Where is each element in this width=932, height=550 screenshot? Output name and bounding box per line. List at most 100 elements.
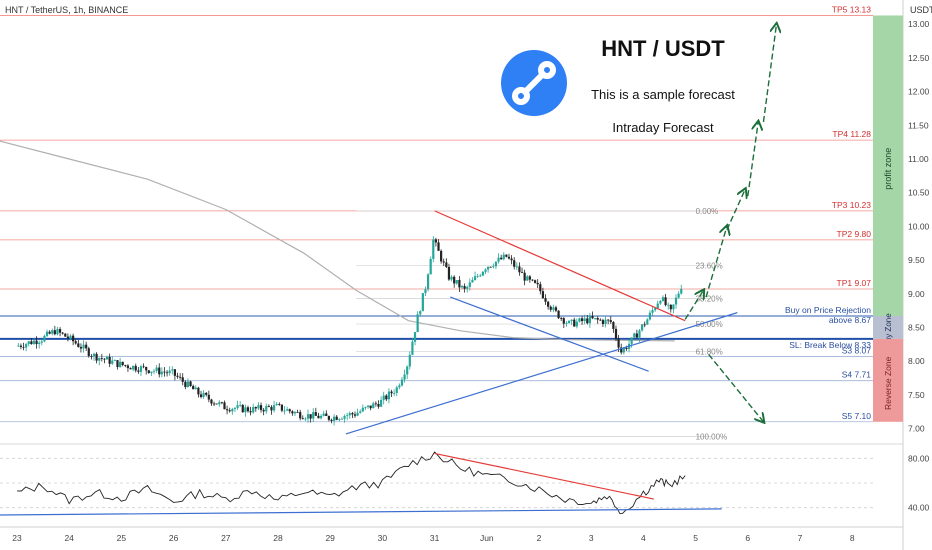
profit-zone-label: profit zone [883,148,893,190]
candle-body [291,411,294,414]
candle-body [116,360,119,368]
candle-body [609,320,612,323]
candle-body [192,385,195,390]
y-tick-label: 11.00 [908,154,929,164]
candle-body [72,335,75,342]
candle-body [30,341,33,345]
candle-body [43,335,46,342]
overlay-title: HNT / USDT [601,36,725,61]
candle-body [476,275,479,277]
candle-body [82,344,85,349]
candle-body [218,402,221,405]
candle-body [505,254,508,257]
candle-body [656,303,659,309]
support-level-label: S4 7.71 [842,370,872,380]
candle-body [442,261,445,263]
candle-body [651,310,654,313]
target-level-label: TP1 9.07 [837,278,872,288]
candle-body [259,405,263,410]
candle-body [262,409,265,412]
candle-body [223,402,226,410]
candle-body [152,370,156,372]
candle-body [343,416,346,419]
moving-average-line [0,140,675,342]
candle-body [565,322,568,324]
candle-body [79,346,83,349]
candle-body [280,404,284,411]
candle-body [205,392,208,395]
axes: 13.00 12.50 12.00 11.50 11.00 10.50 10.00 9.50 9… [12,19,929,543]
candle-body [570,319,573,322]
candle-body [246,407,250,412]
candle-body [22,346,25,348]
candle-body [599,319,602,321]
candle-body [319,415,323,419]
candle-body [244,407,247,413]
candle-body [400,379,404,386]
overlay-note: Intraday Forecast [612,120,714,135]
fib-level-label: 23.60% [696,261,723,270]
x-tick-label: 8 [850,533,855,543]
candle-body [111,360,114,364]
candle-body [453,276,456,284]
candle-body [406,366,409,375]
candle-body [312,412,315,419]
candle-body [680,288,683,294]
candle-body [374,403,377,405]
candle-body [45,331,49,336]
candle-body [85,344,88,349]
candle-body [669,304,672,310]
candle-body [179,376,182,378]
x-tick-label: 30 [378,533,388,543]
x-tick-label: 26 [169,533,179,543]
candle-body [38,342,41,345]
candle-body [270,406,273,411]
candle-body [552,307,555,310]
x-tick-label: 2 [537,533,542,543]
target-level-label: TP5 13.13 [832,4,871,14]
fib-level-label: 100.00% [696,433,728,442]
candle-body [575,321,578,327]
candle-body [533,280,537,283]
candle-body [346,415,349,417]
candle-body [176,375,179,377]
target-level-label: TP2 9.80 [837,229,872,239]
candle-body [338,419,341,420]
reverse-zone-label: Reverse Zone [883,356,893,410]
candle-body [492,266,495,268]
fib-level-label: 61.80% [696,348,723,357]
candle-body [573,319,576,327]
candle-body [661,297,665,301]
candle-body [515,266,518,268]
candle-body [502,254,505,260]
candle-body [403,374,406,380]
candle-body [523,272,526,281]
candle-body [549,306,552,310]
buy-level-label: above 8.67 [829,315,871,325]
candle-body [293,412,297,414]
candle-body [466,286,469,289]
candle-body [460,286,464,288]
candle-body [646,319,649,325]
candle-body [150,371,153,374]
candle-body [481,271,484,276]
candle-body [40,341,43,343]
candle-body [142,366,145,368]
oscillator-line [16,451,686,515]
forecast-arrow [708,353,764,421]
candle-body [361,407,364,412]
candle-body [100,357,103,359]
candle-body [560,318,563,319]
candle-body [249,411,252,413]
candle-body [189,381,192,386]
y-tick-label: 13.00 [908,19,930,29]
candle-body [322,413,325,416]
candle-body [301,418,304,420]
candle-body [372,403,375,409]
price-levels: TP5 13.13 TP4 11.28 TP3 10.23 TP2 9.80 TP1 9… [0,4,873,442]
candle-body [299,412,302,419]
candle-body [369,405,372,409]
candle-body [48,331,51,334]
candle-body [278,404,281,405]
